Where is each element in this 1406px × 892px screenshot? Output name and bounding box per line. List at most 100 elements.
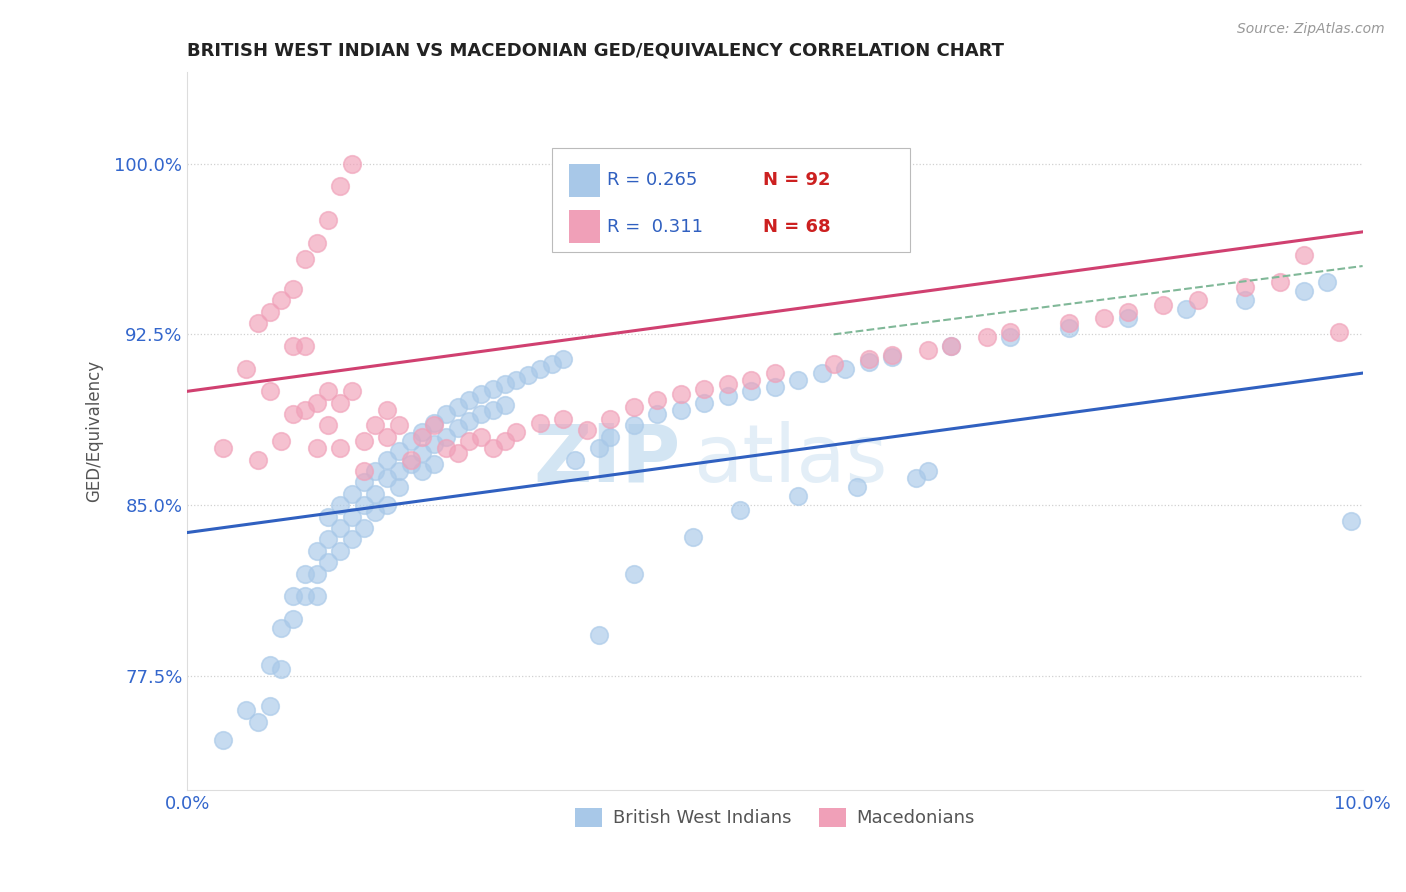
Point xyxy=(1292,284,1315,298)
Point xyxy=(235,361,257,376)
Point xyxy=(329,442,352,456)
Point xyxy=(305,543,328,558)
Point xyxy=(682,530,704,544)
Point xyxy=(494,398,516,412)
Point xyxy=(353,521,375,535)
Point xyxy=(904,471,927,485)
Point xyxy=(434,442,457,456)
Point xyxy=(318,384,340,399)
Text: ZIP: ZIP xyxy=(534,421,681,499)
Point xyxy=(599,411,621,425)
Point xyxy=(388,480,411,494)
Point xyxy=(998,325,1021,339)
Point xyxy=(318,213,340,227)
Point xyxy=(388,443,411,458)
Point xyxy=(375,498,398,512)
Point xyxy=(246,316,269,330)
Point xyxy=(399,457,422,471)
Point xyxy=(693,395,716,409)
Point xyxy=(329,395,352,409)
Point xyxy=(458,393,481,408)
Point xyxy=(482,382,505,396)
Point xyxy=(434,407,457,421)
Point xyxy=(364,505,387,519)
Point xyxy=(270,662,292,676)
Point xyxy=(505,373,527,387)
Point xyxy=(588,442,610,456)
Point xyxy=(294,339,316,353)
Point xyxy=(329,521,352,535)
Text: N = 92: N = 92 xyxy=(763,171,831,189)
Point xyxy=(693,382,716,396)
Point xyxy=(353,475,375,490)
Point xyxy=(235,703,257,717)
Point xyxy=(494,434,516,449)
Point xyxy=(318,533,340,547)
Point xyxy=(1057,320,1080,334)
Point xyxy=(259,304,281,318)
Point xyxy=(858,354,880,368)
FancyBboxPatch shape xyxy=(569,164,600,197)
Point xyxy=(1116,311,1139,326)
Point xyxy=(669,386,692,401)
Point xyxy=(834,361,856,376)
Point xyxy=(259,657,281,672)
Point xyxy=(375,430,398,444)
Point xyxy=(270,434,292,449)
Text: R =  0.311: R = 0.311 xyxy=(607,218,703,235)
Point xyxy=(740,373,762,387)
Point xyxy=(246,714,269,729)
Point xyxy=(294,590,316,604)
Point xyxy=(446,401,468,415)
Point xyxy=(294,252,316,267)
Point xyxy=(270,293,292,308)
Point xyxy=(318,509,340,524)
Point xyxy=(340,156,363,170)
Point xyxy=(364,464,387,478)
Text: BRITISH WEST INDIAN VS MACEDONIAN GED/EQUIVALENCY CORRELATION CHART: BRITISH WEST INDIAN VS MACEDONIAN GED/EQ… xyxy=(187,42,1004,60)
Point xyxy=(553,411,575,425)
Point xyxy=(411,464,433,478)
Point xyxy=(281,407,304,421)
Point xyxy=(364,487,387,501)
Point xyxy=(823,357,845,371)
Point xyxy=(553,352,575,367)
Point xyxy=(411,425,433,440)
Point xyxy=(364,418,387,433)
Point xyxy=(294,566,316,581)
FancyBboxPatch shape xyxy=(551,148,910,252)
Point xyxy=(423,416,446,430)
Point xyxy=(458,434,481,449)
Point xyxy=(340,384,363,399)
Point xyxy=(564,452,586,467)
Point xyxy=(1340,514,1362,528)
Point xyxy=(446,421,468,435)
Point xyxy=(529,416,551,430)
Point xyxy=(494,377,516,392)
Point xyxy=(305,236,328,251)
Point xyxy=(505,425,527,440)
Point xyxy=(669,402,692,417)
Point xyxy=(941,339,963,353)
Point xyxy=(1116,304,1139,318)
Point xyxy=(305,590,328,604)
Point xyxy=(423,418,446,433)
Point xyxy=(458,414,481,428)
Point xyxy=(811,366,834,380)
Point xyxy=(882,348,904,362)
Point xyxy=(717,377,740,392)
Point xyxy=(623,566,645,581)
Point xyxy=(318,418,340,433)
Point xyxy=(1234,293,1257,308)
Point xyxy=(305,395,328,409)
Point xyxy=(375,452,398,467)
FancyBboxPatch shape xyxy=(569,211,600,244)
Point xyxy=(846,480,869,494)
Point xyxy=(1316,275,1339,289)
Point xyxy=(787,373,810,387)
Point xyxy=(211,732,233,747)
Point xyxy=(411,446,433,460)
Point xyxy=(353,498,375,512)
Text: Source: ZipAtlas.com: Source: ZipAtlas.com xyxy=(1237,22,1385,37)
Point xyxy=(763,366,786,380)
